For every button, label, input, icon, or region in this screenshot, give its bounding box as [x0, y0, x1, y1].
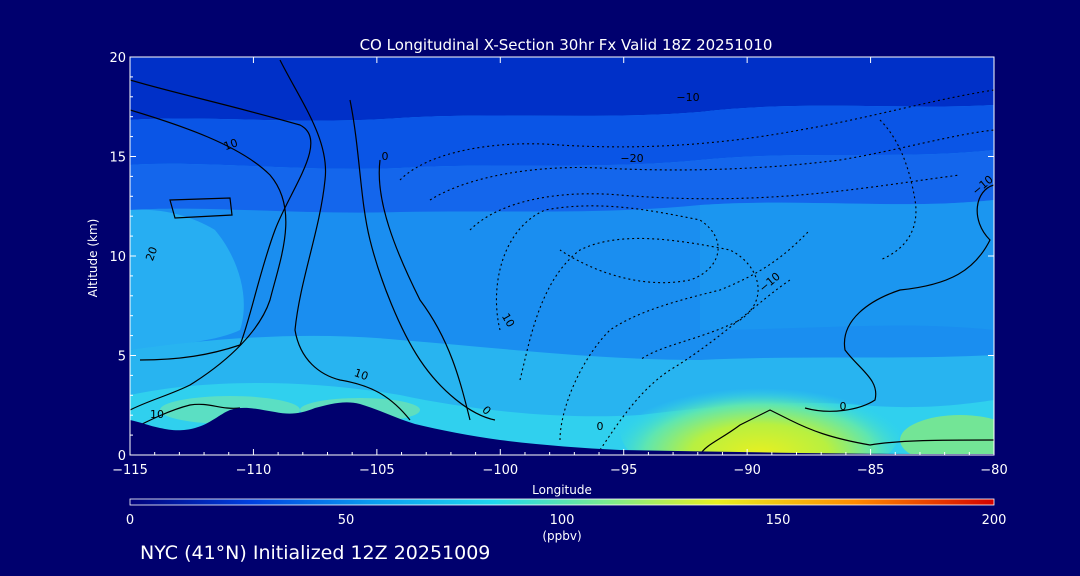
- x-tick-label: −115: [112, 463, 148, 478]
- co-field-band-right: [700, 200, 994, 330]
- colorbar-tick-label: 100: [550, 513, 575, 528]
- co-field-band-upper2: [130, 105, 994, 169]
- contour-solid-2: [130, 109, 287, 411]
- footer-caption: NYC (41°N) Initialized 12Z 20251009: [140, 542, 491, 564]
- contour-label: 0: [597, 420, 604, 433]
- contour-label: −20: [620, 152, 643, 165]
- x-tick-label: −105: [359, 463, 395, 478]
- y-axis-label: Altitude (km): [86, 219, 100, 298]
- x-tick-label: −90: [733, 463, 760, 478]
- x-tick-label: −85: [857, 463, 884, 478]
- terrain-mask: [130, 402, 994, 455]
- x-tick-label: −100: [482, 463, 518, 478]
- contour-dotted-8: [879, 119, 917, 261]
- y-tick-label: 15: [109, 151, 126, 166]
- contour-solid-7: [804, 184, 994, 412]
- y-tick-label: 5: [118, 350, 126, 365]
- colorbar: 0 50 100 150 200 (ppbv): [126, 498, 1007, 543]
- x-axis-label: Longitude: [532, 483, 592, 497]
- colorbar-ticks: 0 50 100 150 200: [126, 513, 1007, 528]
- chart-title: CO Longitudinal X-Section 30hr Fx Valid …: [360, 36, 773, 54]
- contour-label: 10: [499, 311, 517, 330]
- contour-label: 10: [222, 136, 240, 153]
- colorbar-tick-label: 50: [338, 513, 355, 528]
- plot-area: [130, 57, 994, 455]
- contour-label: −10: [676, 91, 699, 104]
- colorbar-tick-label: 150: [766, 513, 791, 528]
- co-field-band-left: [130, 209, 244, 350]
- co-field-hotspot: [620, 370, 900, 455]
- colorbar-tick-label: 0: [126, 513, 134, 528]
- contour-solid-4: [279, 59, 411, 421]
- contour-dotted-7: [599, 279, 791, 451]
- y-tick-label: 0: [118, 449, 126, 464]
- contour-solid-1: [130, 79, 312, 361]
- y-tick-label: 10: [109, 250, 126, 265]
- contour-solid-8: [699, 409, 994, 455]
- contour-label: 10: [150, 408, 164, 421]
- y-tick-label: 20: [109, 51, 126, 66]
- colorbar-unit-label: (ppbv): [542, 529, 581, 543]
- x-tick-label: −110: [236, 463, 272, 478]
- contour-label: 0: [382, 150, 389, 163]
- y-axis: 0 5 10 15 20: [109, 51, 994, 464]
- contour-dotted-1: [399, 89, 994, 181]
- contour-solid-3: [169, 197, 233, 219]
- contour-solid-6: [378, 159, 471, 421]
- co-field-hotspot-right: [900, 415, 994, 455]
- contour-dotted-4: [495, 205, 719, 331]
- contour-label: 10: [352, 366, 370, 383]
- co-field-band-upper: [130, 57, 994, 121]
- contour-solid-9: [130, 403, 241, 431]
- contour-dotted-5: [519, 237, 759, 381]
- colorbar-gradient: [129, 498, 995, 506]
- x-tick-label: −95: [610, 463, 637, 478]
- contour-solid-5: [349, 99, 496, 421]
- x-axis: −115 −110 −105 −100 −95 −90 −85 −80: [112, 57, 1008, 478]
- colorbar-tick-label: 200: [982, 513, 1007, 528]
- contour-label: 0: [840, 400, 847, 413]
- contour-label: 20: [143, 245, 160, 263]
- x-tick-label: −80: [980, 463, 1007, 478]
